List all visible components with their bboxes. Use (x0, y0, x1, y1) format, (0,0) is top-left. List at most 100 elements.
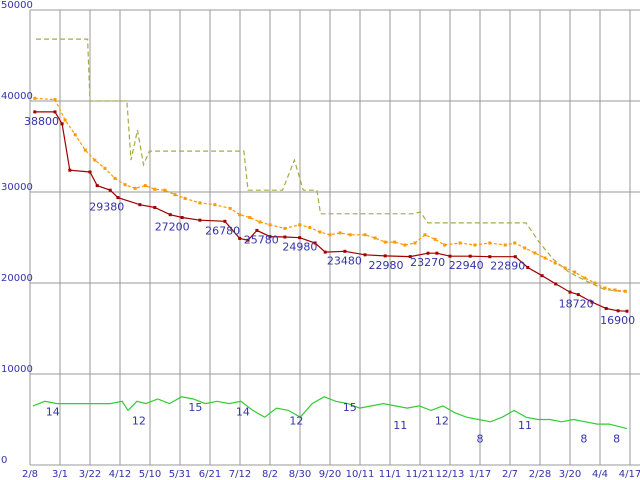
min_price-marker (168, 213, 172, 217)
avg_price-marker (583, 276, 587, 280)
count-label: 12 (132, 414, 146, 427)
count-label: 14 (46, 405, 60, 418)
min_price-marker (68, 168, 72, 172)
series-min_price (33, 110, 629, 313)
min_price-marker (60, 122, 64, 126)
price-label: 38800 (24, 115, 59, 128)
min_price-marker (383, 254, 387, 258)
avg_price-marker (113, 176, 117, 180)
x-tick-label: 5/10 (139, 469, 161, 480)
series-max_price (36, 38, 628, 293)
avg_price-marker (403, 243, 407, 247)
avg_price-marker (133, 186, 137, 190)
price-label: 24980 (282, 241, 317, 254)
series-avg_price (33, 96, 627, 293)
y-axis-labels: 0 10000 20000 30000 40000 50000 (1, 0, 33, 466)
min_price-marker (540, 274, 544, 278)
avg_price-marker (123, 183, 127, 187)
min_price-marker (283, 235, 287, 239)
min_price-marker (116, 196, 120, 200)
x-tick-label: 9/20 (319, 469, 341, 480)
price-label: 29380 (89, 201, 124, 214)
avg_price-marker (348, 233, 352, 237)
avg_price-marker (228, 206, 232, 210)
x-tick-label: 2/28 (529, 469, 551, 480)
avg_price-line (34, 97, 626, 292)
min_price-marker (323, 250, 327, 254)
count-label: 12 (289, 414, 303, 427)
min_price-marker (363, 253, 367, 257)
min_price-marker (198, 218, 202, 222)
avg_price-marker (383, 240, 387, 244)
avg_price-marker (268, 223, 272, 227)
avg_price-marker (93, 158, 97, 162)
x-tick-label: 4/4 (592, 469, 608, 480)
price-label: 23270 (410, 256, 445, 269)
avg_price-marker (283, 226, 287, 230)
y-tick-label: 40000 (1, 91, 33, 102)
avg_price-marker (523, 246, 527, 250)
count-label: 11 (518, 419, 532, 432)
avg_price-marker (328, 233, 332, 237)
count-label: 14 (236, 405, 250, 418)
max_price-line (36, 38, 628, 293)
avg_price-marker (163, 188, 167, 192)
count-label: 11 (393, 419, 407, 432)
avg_price-marker (153, 187, 157, 191)
count-label: 8 (580, 433, 587, 446)
x-tick-label: 10/11 (346, 469, 375, 480)
avg_price-marker (198, 201, 202, 205)
series-shop_count (32, 396, 628, 430)
x-tick-label: 2/8 (22, 469, 38, 480)
min_price-marker (590, 300, 594, 304)
price-label: 16900 (600, 314, 635, 327)
avg_price-marker (338, 231, 342, 235)
min_price-marker (238, 236, 242, 240)
price-label: 18720 (559, 298, 594, 311)
x-tick-label: 4/17 (619, 469, 640, 480)
min_price-marker (526, 266, 530, 269)
count-label: 15 (343, 401, 357, 414)
shop_count-line (32, 396, 628, 430)
min_price-marker (448, 254, 452, 258)
avg_price-marker (533, 251, 537, 255)
min_price-marker (108, 188, 112, 192)
avg_price-marker (488, 241, 492, 245)
avg_price-marker (33, 96, 37, 100)
y-tick-label: 20000 (1, 273, 33, 284)
avg_price-marker (363, 233, 367, 237)
avg_price-marker (443, 243, 447, 247)
min_price-marker (568, 290, 572, 294)
x-tick-label: 1/17 (469, 469, 491, 480)
count-label: 15 (188, 401, 202, 414)
avg_price-marker (103, 166, 107, 170)
x-tick-label: 3/1 (52, 469, 68, 480)
min_price-marker (138, 203, 142, 207)
avg_price-marker (83, 148, 87, 152)
avg_price-marker (308, 226, 312, 229)
min_price-marker (576, 293, 580, 297)
min_price-marker (616, 309, 620, 313)
y-tick-label: 30000 (1, 182, 33, 193)
min_price-marker (153, 206, 157, 209)
avg_price-marker (258, 220, 262, 224)
avg_price-marker (413, 241, 417, 245)
avg_price-marker (613, 288, 617, 292)
avg_price-marker (563, 266, 567, 270)
min_price-marker (488, 255, 492, 259)
avg_price-marker (423, 233, 427, 237)
x-tick-label: 8/30 (289, 469, 311, 480)
y-tick-label: 0 (1, 455, 7, 466)
x-tick-label: 6/21 (199, 469, 221, 480)
price-label: 27200 (155, 221, 190, 234)
avg_price-marker (298, 223, 302, 227)
avg_price-marker (393, 240, 397, 244)
price-label: 25780 (244, 233, 279, 246)
min_price-marker (298, 236, 302, 240)
min_price-marker (313, 241, 317, 245)
avg_price-marker (433, 237, 437, 241)
x-tick-label: 11/1 (379, 469, 401, 480)
min_price-marker (513, 255, 517, 259)
x-tick-label: 2/7 (502, 469, 518, 480)
